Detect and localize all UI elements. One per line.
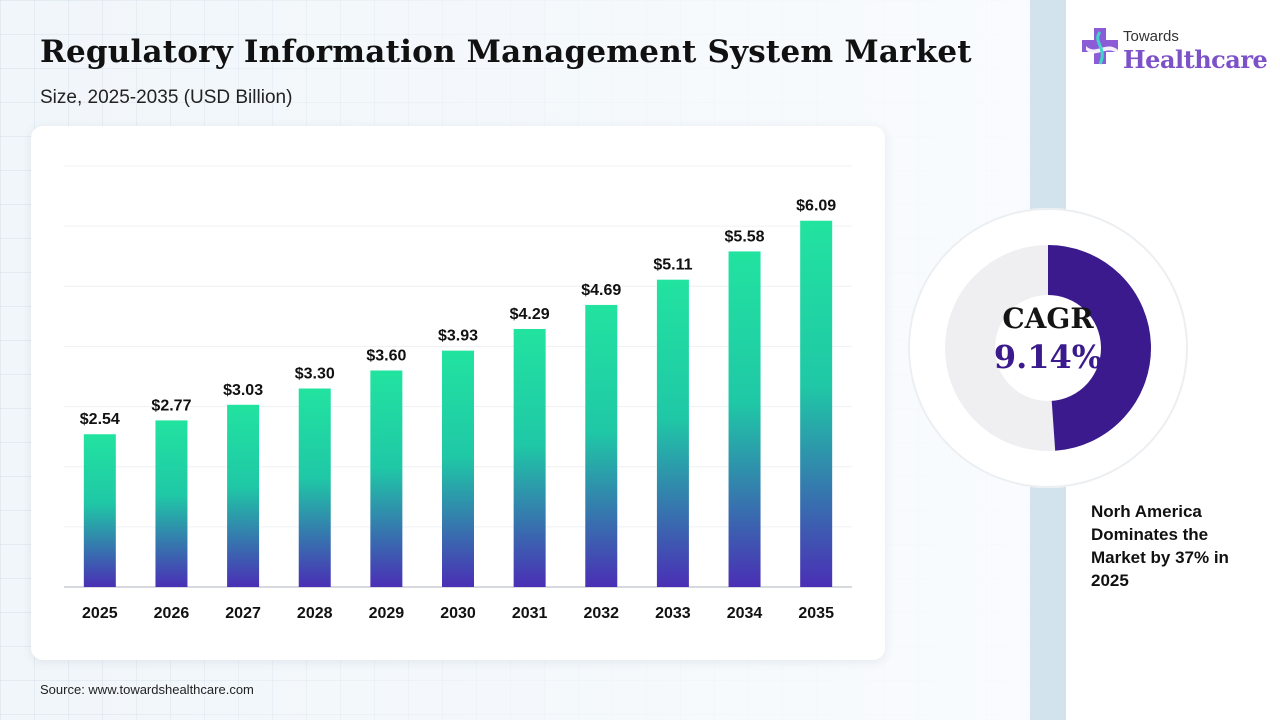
cagr-label: CAGR (1002, 302, 1094, 335)
data-label: $4.69 (581, 282, 621, 299)
bar-chart: $2.54 2025 $2.77 2026 $3.03 2027 $3.30 2028 $3.6… (64, 165, 852, 622)
logo-text-healthcare: Healthcare (1123, 45, 1268, 74)
bar (442, 350, 474, 587)
x-tick-label: 2025 (82, 605, 118, 622)
source-note: Source: www.towardshealthcare.com (40, 682, 254, 697)
bar (298, 388, 331, 587)
region-note: Norh America Dominates the Market by 37%… (1091, 502, 1229, 590)
data-label: $3.30 (295, 366, 335, 383)
data-label: $5.58 (725, 228, 765, 245)
bar (513, 328, 546, 587)
x-tick-label: 2033 (655, 605, 691, 622)
x-tick-label: 2029 (369, 605, 405, 622)
data-label: $2.54 (80, 411, 120, 428)
bar (800, 220, 833, 587)
bar (227, 404, 260, 587)
x-tick-label: 2032 (583, 605, 619, 622)
bar (370, 370, 403, 587)
data-label: $6.09 (796, 198, 836, 215)
data-label: $5.11 (653, 257, 692, 274)
x-tick-label: 2026 (154, 605, 190, 622)
bar (155, 420, 188, 587)
data-label: $3.60 (366, 347, 406, 364)
data-label: $4.29 (510, 306, 550, 323)
chart-card: $2.54 2025 $2.77 2026 $3.03 2027 $3.30 2028 $3.6… (31, 126, 885, 660)
bar (656, 279, 689, 587)
data-label: $3.03 (223, 382, 263, 399)
page-title: Regulatory Information Management System… (40, 34, 972, 70)
bar (585, 304, 618, 587)
x-tick-label: 2027 (225, 605, 261, 622)
donut-outer-ring (908, 208, 1188, 488)
x-tick-label: 2035 (798, 605, 834, 622)
donut-progress-arc (1047, 245, 1151, 451)
data-label: $2.77 (151, 397, 191, 414)
x-tick-label: 2031 (512, 605, 548, 622)
page-subtitle: Size, 2025-2035 (USD Billion) (40, 87, 293, 108)
x-tick-label: 2028 (297, 605, 333, 622)
bar (728, 251, 761, 587)
data-label: $3.93 (438, 328, 478, 345)
cagr-value: 9.14% (993, 338, 1103, 376)
logo-text-towards: Towards (1123, 28, 1179, 45)
medical-cross-icon (1082, 28, 1118, 65)
x-tick-label: 2030 (440, 605, 476, 622)
x-tick-label: 2034 (727, 605, 763, 622)
bar (83, 434, 116, 587)
cagr-donut (908, 208, 1188, 488)
